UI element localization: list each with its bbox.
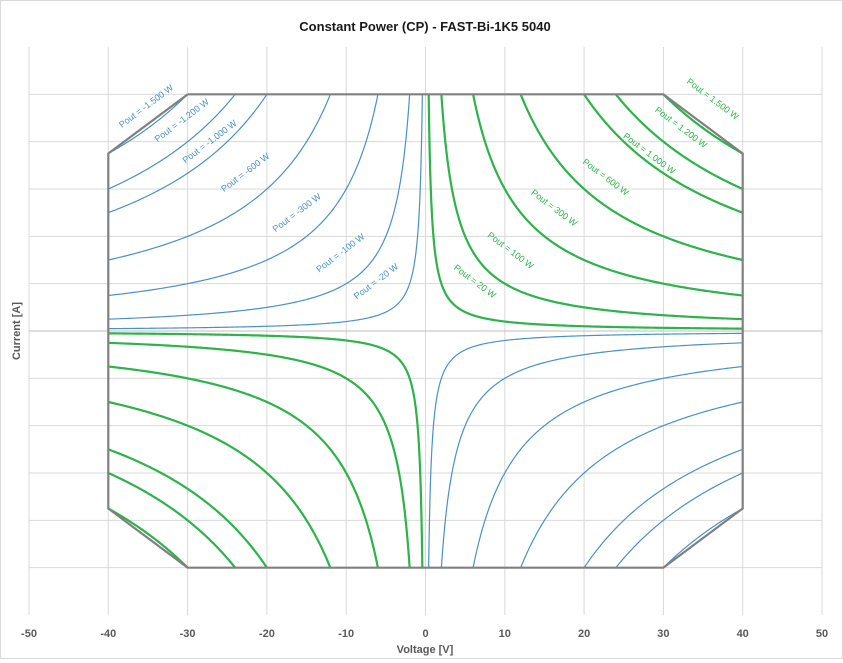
- series-1000w-q1: [583, 93, 744, 214]
- x-tick-label: 20: [578, 628, 590, 640]
- series-minus-600w-q2: [108, 93, 331, 261]
- y-axis-title: Current [A]: [11, 302, 23, 360]
- series-minus-20w-q2: [108, 94, 423, 330]
- series-600w-q3: [108, 400, 332, 569]
- curve-label: Pout = 20 W: [452, 262, 498, 300]
- x-tick-label: -20: [259, 628, 275, 640]
- x-tick-label: 50: [816, 628, 828, 640]
- series-100w-q3: [108, 341, 411, 568]
- series-600w-q1: [519, 93, 743, 262]
- power-curves: [107, 93, 744, 569]
- series-minus-600w-q4: [520, 401, 743, 569]
- series-20w-q1: [427, 94, 743, 330]
- series-minus-1200w-q4: [615, 472, 743, 569]
- series-minus-1000w-q4: [583, 448, 743, 569]
- series-20w-q3: [108, 332, 424, 568]
- curve-label: Pout = 1.500 W: [685, 76, 741, 122]
- series-minus-100w-q4: [440, 342, 743, 568]
- curve-label: Pout = 300 W: [529, 187, 579, 228]
- curve-label: Pout = -600 W: [219, 151, 272, 194]
- curve-label: Pout = -1.200 W: [153, 96, 212, 144]
- operating-envelope: [107, 93, 744, 569]
- x-tick-label: -30: [180, 628, 196, 640]
- x-tick-label: 10: [499, 628, 511, 640]
- envelope-layer: [107, 93, 744, 569]
- chart-title: Constant Power (CP) - FAST-Bi-1K5 5040: [299, 19, 550, 34]
- x-tick-label: 0: [422, 628, 428, 640]
- x-axis-title: Voltage [V]: [397, 644, 454, 656]
- curve-label: Pout = 1.000 W: [621, 131, 677, 177]
- curve-label: Pout = -1.500 W: [117, 82, 176, 130]
- series-minus-300w-q4: [472, 365, 743, 568]
- series-300w-q3: [108, 365, 379, 569]
- x-tick-labels: -50 -40 -30 -20 -10 0 10 20 30 40 50: [21, 628, 828, 640]
- series-minus-20w-q4: [428, 332, 743, 568]
- curve-label: Pout = -20 W: [352, 261, 401, 301]
- series-1200w-q3: [107, 471, 237, 569]
- curve-label: Pout = -100 W: [314, 231, 367, 274]
- x-tick-label: 30: [657, 628, 669, 640]
- series-minus-300w-q2: [108, 94, 379, 297]
- x-tick-label: -50: [21, 628, 37, 640]
- series-300w-q1: [472, 93, 743, 297]
- series-100w-q1: [440, 94, 743, 321]
- series-minus-1000w-q2: [108, 93, 268, 214]
- curve-label: Pout = -300 W: [271, 191, 324, 234]
- series-1000w-q3: [107, 448, 268, 569]
- x-tick-label: 40: [737, 628, 749, 640]
- series-minus-1200w-q2: [108, 93, 236, 190]
- x-tick-label: -10: [338, 628, 354, 640]
- grid: [28, 47, 823, 615]
- series-minus-100w-q2: [108, 94, 411, 320]
- x-tick-label: -40: [100, 628, 116, 640]
- series-1200w-q1: [614, 93, 744, 191]
